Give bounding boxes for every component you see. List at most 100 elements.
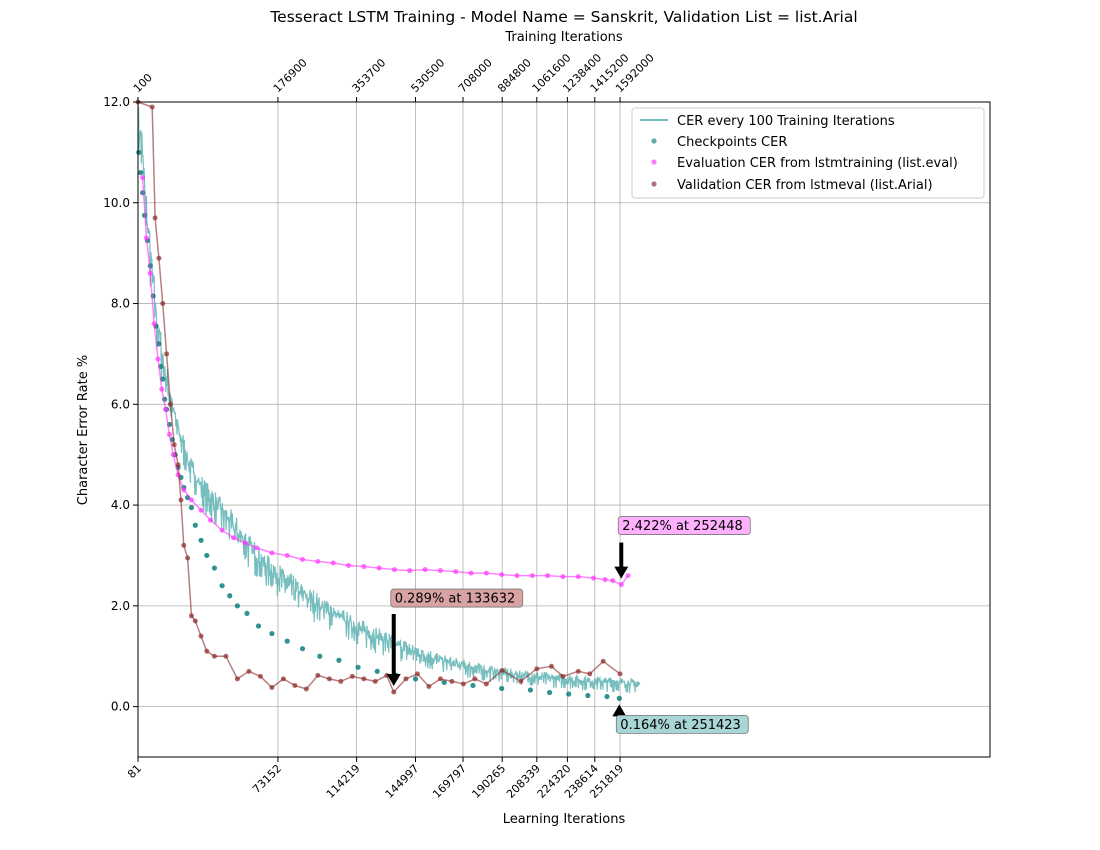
- checkpoint-point: [585, 692, 591, 699]
- validation-point: [483, 681, 489, 687]
- validation-point: [280, 676, 286, 682]
- checkpoint-point: [441, 679, 447, 686]
- legend: CER every 100 Training Iterations Checkp…: [631, 107, 985, 199]
- eval-point: [170, 452, 176, 458]
- eval-point: [529, 573, 535, 579]
- validation-point: [223, 653, 229, 659]
- legend-label-checkpoints: Checkpoints CER: [677, 135, 787, 150]
- validation-point: [315, 672, 321, 678]
- validation-point: [449, 678, 455, 684]
- eval-point: [618, 582, 624, 588]
- annotation-arrow-head: [614, 566, 629, 579]
- eval-point: [361, 564, 367, 570]
- legend-swatch-validation: [651, 181, 657, 187]
- x-tick-label: 144997: [383, 762, 422, 801]
- cer-line: [137, 106, 641, 693]
- eval-point: [499, 572, 505, 578]
- validation-point: [156, 255, 162, 261]
- checkpoint-point: [470, 682, 476, 689]
- eval-point: [231, 535, 237, 541]
- validation-point: [338, 678, 344, 684]
- validation-point: [257, 673, 263, 679]
- validation-point: [600, 658, 606, 664]
- eval-point: [208, 517, 214, 523]
- eval-point: [159, 386, 165, 392]
- checkpoint-point: [140, 190, 146, 196]
- top-axis-label: Training Iterations: [504, 30, 623, 45]
- eval-point: [300, 556, 306, 562]
- validation-point: [548, 663, 554, 669]
- eval-point: [163, 406, 169, 412]
- checkpoint-point: [219, 583, 225, 589]
- annotation-label: 0.289% at 133632: [395, 592, 516, 607]
- eval-point: [453, 569, 459, 575]
- validation-point: [303, 686, 309, 692]
- validation-point: [587, 671, 593, 677]
- annotation-arrow-head: [612, 704, 627, 717]
- annotation: 0.289% at 133632: [386, 588, 524, 687]
- eval-point: [468, 570, 474, 576]
- annotations: 2.422% at 252448 0.289% at 133632 0.164% a…: [386, 516, 751, 734]
- validation-point: [361, 676, 367, 682]
- validation-point: [178, 497, 184, 503]
- annotation-label: 0.164% at 251423: [620, 718, 741, 733]
- x-tick-label: 190265: [469, 762, 508, 801]
- validation-point: [403, 676, 409, 682]
- checkpoint-point: [255, 623, 262, 629]
- validation-line: [137, 101, 621, 694]
- validation-point: [175, 462, 181, 468]
- checkpoint-point: [566, 691, 572, 697]
- validation-point: [204, 648, 210, 654]
- x2-tick-label: 353700: [349, 56, 388, 95]
- y-axis-label: Character Error Rate %: [76, 355, 91, 505]
- y-tick-label: 2.0: [111, 599, 130, 613]
- validation-point: [185, 555, 191, 561]
- validation-point: [460, 681, 466, 687]
- eval-point: [166, 432, 172, 438]
- annotation: 2.422% at 252448: [614, 516, 751, 579]
- eval-point: [545, 573, 551, 579]
- validation-point: [188, 613, 194, 619]
- x-tick-label: 114219: [324, 762, 363, 801]
- checkpoint-point: [198, 537, 204, 543]
- eval-point: [188, 497, 194, 503]
- x-tick-label: 73152: [250, 762, 284, 796]
- validation-point: [198, 633, 204, 639]
- eval-point: [345, 563, 351, 569]
- checkpoint-point: [604, 693, 610, 700]
- validation-point: [211, 653, 217, 659]
- eval-point: [591, 575, 597, 581]
- validation-point: [437, 676, 443, 682]
- validation-point: [269, 684, 275, 690]
- checkpoint-point: [499, 685, 505, 692]
- checkpoint-point: [317, 653, 323, 659]
- eval-point: [560, 574, 566, 580]
- y-tick-label: 0.0: [111, 700, 130, 714]
- x2-tick-label: 176900: [271, 56, 310, 95]
- plot-frame: [137, 101, 991, 758]
- eval-point: [151, 321, 157, 327]
- eval-line: [141, 177, 629, 586]
- series-layer: [135, 99, 641, 701]
- validation-point: [167, 401, 173, 407]
- eval-point: [376, 565, 382, 571]
- validation-point: [534, 666, 540, 672]
- checkpoint-point: [284, 638, 290, 644]
- validation-point: [149, 104, 155, 110]
- eval-point: [602, 577, 608, 583]
- x2-tick-label: 708000: [456, 56, 495, 95]
- annotation-box: [390, 588, 524, 608]
- checkpoint-point: [412, 676, 419, 682]
- axis-ticks: 0.0 2.0 4.0 6.0 8.0 10.0 12.0 81 73152 114219 1449…: [103, 51, 657, 801]
- legend-label-eval: Evaluation CER from lstmtraining (list.e…: [677, 156, 958, 171]
- checkpoint-point: [299, 646, 306, 652]
- grid-lines: [138, 101, 990, 757]
- eval-point: [147, 270, 153, 276]
- eval-point: [254, 545, 260, 551]
- eval-point: [140, 175, 146, 181]
- checkpoint-point: [546, 689, 553, 696]
- x2-tick-label: 884800: [495, 56, 534, 95]
- y-tick-label: 8.0: [111, 297, 130, 311]
- bottom-axis-label: Learning Iterations: [503, 812, 626, 827]
